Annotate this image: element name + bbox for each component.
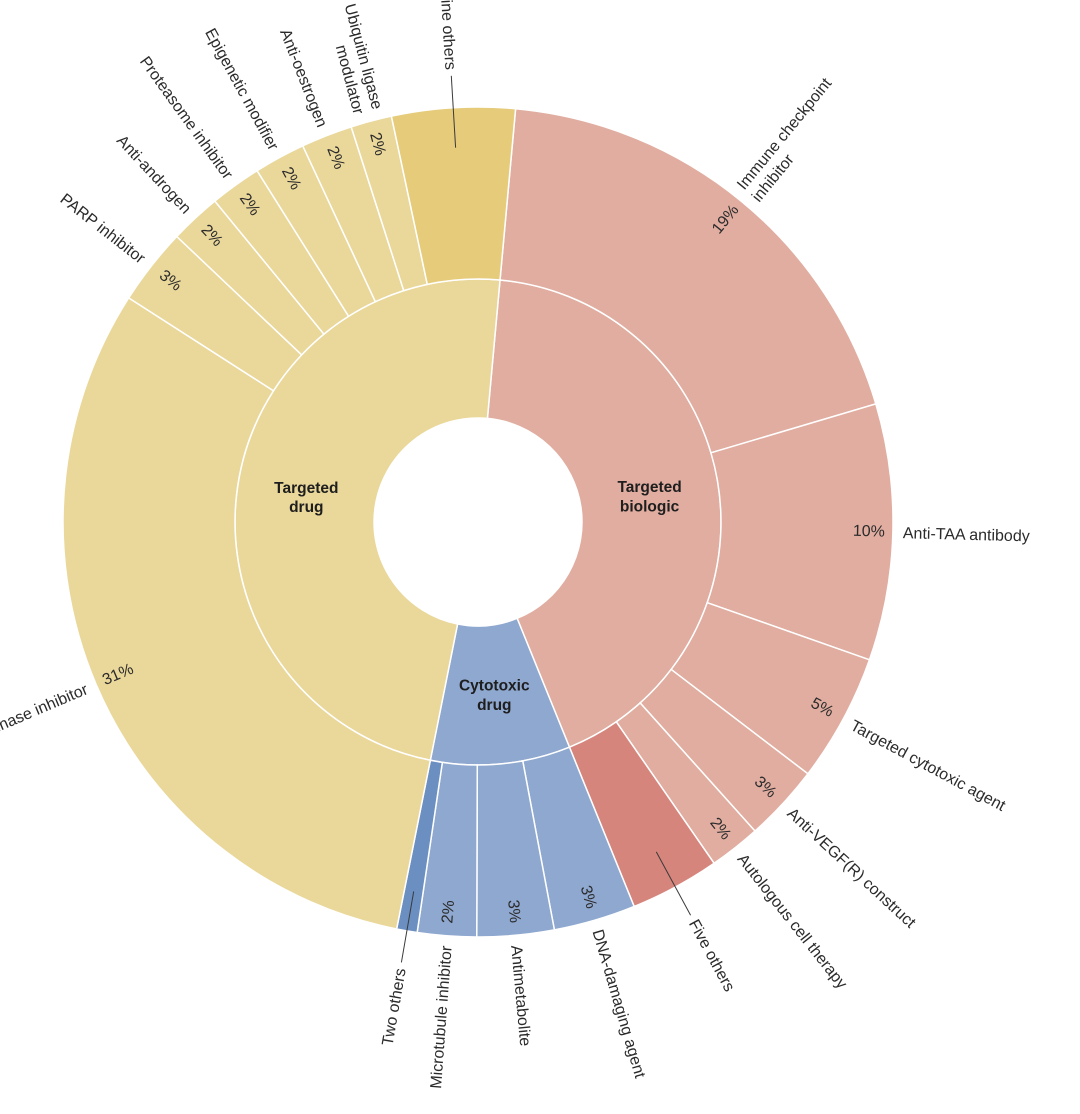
outer-label-anti-oestrogen: Anti-oestrogen bbox=[276, 27, 330, 130]
outer-label-immune-checkpoint-inhibitor: Immune checkpointinhibitor bbox=[734, 75, 850, 206]
outer-segment-nine-others bbox=[390, 106, 517, 286]
outer-label-kinase-inhibitor: Kinase inhibitor bbox=[0, 681, 91, 740]
inner-label-targeted-biologic: Targeted biologic bbox=[617, 479, 681, 515]
outer-label-targeted-cytotoxic-agent: Targeted cytotoxic agent bbox=[847, 717, 1008, 815]
center-hole bbox=[374, 418, 582, 626]
outer-label-anti-vegf-r-construct: Anti-VEGF(R) construct bbox=[784, 805, 919, 932]
outer-label-anti-taa-antibody: Anti-TAA antibody bbox=[903, 525, 1030, 545]
pct-label-antimetabolite: 3% bbox=[504, 899, 523, 924]
outer-label-epigenetic-modifier: Epigenetic modifier bbox=[201, 26, 281, 154]
outer-label-five-others: Five others bbox=[685, 917, 738, 995]
pct-label-microtubule-inhibitor: 2% bbox=[439, 900, 458, 924]
outer-label-microtubule-inhibitor: Microtubule inhibitor bbox=[428, 945, 456, 1090]
pct-label-dna-damaging-agent: 3% bbox=[577, 884, 600, 911]
outer-label-two-others: Two others bbox=[380, 967, 410, 1047]
outer-segment-immune-checkpoint-inhibitor bbox=[499, 107, 877, 454]
outer-label-anti-androgen: Anti-androgen bbox=[113, 132, 194, 217]
outer-label-autologous-cell-therapy: Autologous cell therapy bbox=[734, 851, 850, 992]
leader-line-two-others bbox=[400, 891, 415, 963]
outer-label-ubiquitin-ligase-modulator: Ubiquitin ligasemodulator bbox=[322, 2, 385, 117]
segments-layer bbox=[62, 106, 894, 938]
leader-line-nine-others bbox=[450, 75, 457, 148]
inner-label-targeted-drug: Targeted drug bbox=[274, 480, 338, 516]
leader-lines-layer bbox=[400, 75, 692, 963]
outer-segment-kinase-inhibitor bbox=[62, 296, 432, 930]
outer-label-parp-inhibitor: PARP inhibitor bbox=[57, 191, 149, 268]
pct-label-anti-taa-antibody: 10% bbox=[853, 523, 885, 541]
inner-label-cytotoxic-drug: Cytotoxic drug bbox=[459, 677, 530, 713]
outer-label-dna-damaging-agent: DNA-damaging agent bbox=[588, 928, 648, 1081]
pct-label-ubiquitin-ligase-modulator: 2% bbox=[366, 131, 388, 158]
outer-label-antimetabolite: Antimetabolite bbox=[507, 945, 533, 1048]
leader-line-five-others bbox=[655, 851, 692, 916]
outer-label-nine-others: Nine others bbox=[437, 0, 459, 70]
